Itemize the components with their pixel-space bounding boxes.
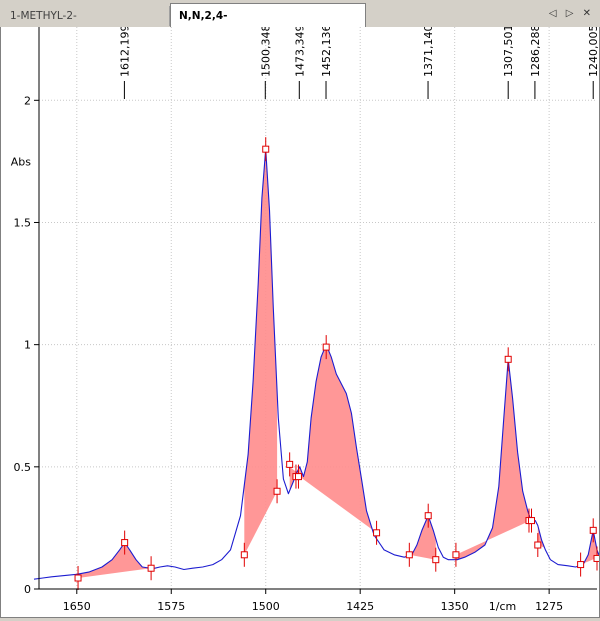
peak-marker-10 [373, 520, 381, 545]
tab-1-methyl-2-pyrrolidinone[interactable]: 1-METHYL-2-PYRROLIDINONE [2, 6, 170, 42]
peak-marker-box-11 [405, 551, 413, 559]
peak-marker-box-15 [504, 355, 512, 363]
y-axis-title: Abs [11, 155, 32, 168]
peak-marker-box-0 [74, 574, 82, 582]
peak-marker-9 [322, 335, 330, 360]
peak-marker-14 [452, 542, 460, 567]
peak-marker-0 [74, 566, 82, 591]
peak-marker-4 [262, 137, 270, 162]
peak-label-2: 1473,349 [293, 27, 306, 77]
y-tick-label-1: 0.5 [14, 461, 32, 474]
peak-marker-17 [528, 508, 536, 533]
x-tick-label-0: 1650 [63, 600, 91, 613]
ir-spectrum-chart[interactable]: Abs 1/cm 1650 1575 1500 1425 1350 1275 0 0.5 1 1.… [1, 25, 600, 617]
peak-marker-box-20 [589, 526, 597, 534]
peak-label-7: 1240,005 [587, 27, 599, 77]
peak-marker-box-10 [373, 529, 381, 537]
peak-area-4 [409, 515, 436, 560]
peak-marker-box-21 [593, 554, 600, 562]
peak-marker-2 [147, 556, 155, 581]
x-tick-label-4: 1350 [441, 600, 469, 613]
peak-marker-box-17 [528, 517, 536, 525]
peak-marker-15 [504, 347, 512, 372]
peak-marker-box-6 [286, 460, 294, 468]
peak-label-5: 1307,501 [502, 27, 515, 77]
peak-marker-box-13 [432, 556, 440, 564]
peak-marker-box-14 [452, 551, 460, 559]
peak-marker-12 [424, 503, 432, 528]
axis-ticks: 1650 1575 1500 1425 1350 1275 0 0.5 1 1.5 2 [14, 94, 564, 613]
y-tick-label-2: 1 [24, 339, 31, 352]
peak-area-3 [299, 345, 377, 539]
x-tick-label-1: 1575 [157, 600, 185, 613]
peak-area-fills [78, 150, 599, 578]
peak-marker-19 [577, 552, 585, 577]
peak-label-1: 1500,348 [259, 27, 272, 77]
tab-tetramethylaniline[interactable]: N,N,2,4-TETRAMETHYLANILINE* [170, 3, 366, 46]
peak-marker-box-12 [424, 512, 432, 520]
peak-marker-box-1 [121, 539, 129, 547]
peak-area-1 [244, 150, 278, 555]
peak-marker-3 [240, 542, 248, 567]
peak-marker-6 [286, 452, 294, 477]
peak-marker-21 [593, 546, 600, 571]
y-tick-label-3: 1.5 [14, 216, 32, 229]
x-tick-label-5: 1275 [535, 600, 563, 613]
peak-marker-box-3 [240, 551, 248, 559]
peak-marker-box-9 [322, 343, 330, 351]
x-tick-label-2: 1500 [252, 600, 280, 613]
peak-area-0 [78, 543, 152, 578]
x-tick-label-3: 1425 [346, 600, 374, 613]
peak-label-3: 1452,136 [320, 27, 333, 77]
spectrum-line-group [33, 148, 600, 580]
peak-area-5 [455, 362, 531, 560]
spectrum-line [33, 148, 600, 580]
x-axis-title: 1/cm [489, 600, 516, 613]
peak-marker-20 [589, 518, 597, 543]
peak-marker-box-4 [262, 145, 270, 153]
y-tick-label-4: 2 [24, 94, 31, 107]
peak-label-6: 1286,288 [529, 27, 542, 77]
peak-marker-5 [273, 479, 281, 504]
peak-marker-box-5 [273, 487, 281, 495]
peak-marker-box-18 [534, 541, 542, 549]
peak-marker-8 [294, 464, 302, 489]
peak-label-0: 1612,199 [118, 27, 131, 77]
peak-marker-1 [121, 530, 129, 555]
spectrum-view[interactable]: Abs 1/cm 1650 1575 1500 1425 1350 1275 0 0.5 1 1.… [0, 25, 600, 618]
axes: Abs 1/cm [11, 27, 597, 613]
peak-marker-box-2 [147, 564, 155, 572]
peak-marker-13 [432, 547, 440, 572]
peak-markers [74, 137, 600, 591]
peak-marker-box-19 [577, 561, 585, 569]
tab-navigation-controls[interactable]: ◁ ▷ ✕ [548, 8, 594, 19]
peak-label-4: 1371,140 [422, 27, 435, 77]
peak-marker-18 [534, 533, 542, 558]
peak-marker-box-8 [294, 473, 302, 481]
tab-bar: 1-METHYL-2-PYRROLIDINONE N,N,2,4-TETRAME… [0, 0, 600, 46]
peak-labels: 1612,199 1500,348 1473,349 1452,136 1371,140… [118, 25, 600, 99]
peak-marker-11 [405, 542, 413, 567]
y-tick-label-0: 0 [24, 583, 31, 596]
